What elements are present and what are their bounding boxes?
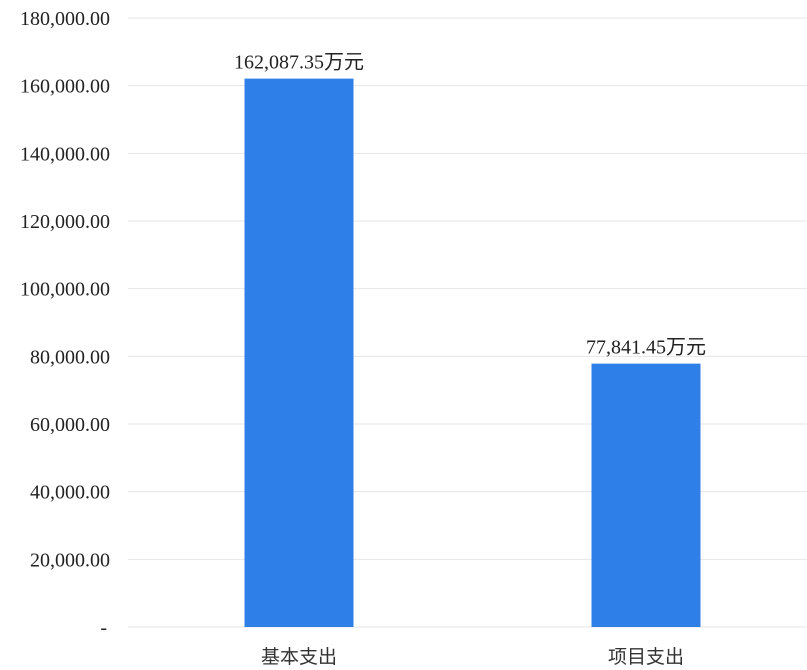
category-label: 项目支出 xyxy=(608,646,684,668)
y-tick-label: 20,000.00 xyxy=(30,549,110,571)
y-tick-label: - xyxy=(100,617,107,639)
y-tick-label: 60,000.00 xyxy=(30,414,110,436)
y-tick-label: 120,000.00 xyxy=(20,211,110,233)
bar xyxy=(244,78,354,627)
data-labels: 162,087.35万元 77,841.45万元 xyxy=(234,52,706,359)
data-label: 77,841.45万元 xyxy=(586,337,706,359)
bar xyxy=(591,363,701,627)
y-tick-label: 160,000.00 xyxy=(20,76,110,98)
y-axis-tick-labels: - 20,000.00 40,000.00 60,000.00 80,000.00 100… xyxy=(20,8,110,639)
gridlines xyxy=(128,17,807,628)
y-tick-label: 180,000.00 xyxy=(20,8,110,30)
y-tick-label: 40,000.00 xyxy=(30,482,110,504)
data-label: 162,087.35万元 xyxy=(234,52,364,74)
y-tick-label: 80,000.00 xyxy=(30,346,110,368)
y-tick-label: 140,000.00 xyxy=(20,143,110,165)
y-tick-label: 100,000.00 xyxy=(20,279,110,301)
category-label: 基本支出 xyxy=(261,646,337,668)
bars xyxy=(244,78,701,627)
x-axis-category-labels: 基本支出 项目支出 xyxy=(261,646,684,668)
